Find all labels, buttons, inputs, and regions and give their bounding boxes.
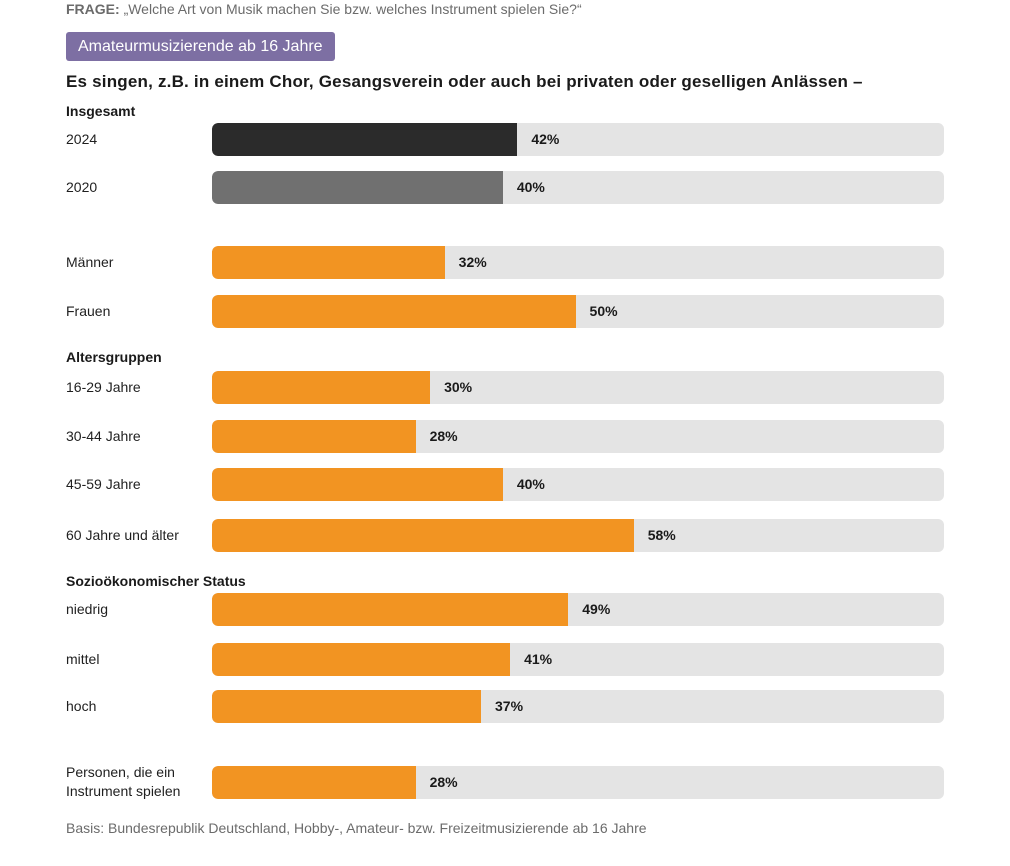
bar-fill [212,371,431,404]
category-label: 2024 [66,130,98,147]
section-heading: Sozioökonomischer Status [66,573,246,589]
category-label: Frauen [66,302,111,319]
question-label: FRAGE: [66,1,120,17]
category-label: 16-29 Jahre [66,378,141,395]
section-heading: Insgesamt [66,103,136,119]
population-badge: Amateurmusizierende ab 16 Jahre [66,32,335,61]
value-label: 41% [524,651,553,667]
bar-fill [212,420,416,453]
bar-fill [212,593,569,626]
bar-track: 37% [212,690,944,723]
value-label: 49% [582,601,611,617]
category-label: 60 Jahre und älter [66,526,179,543]
bar-track: 40% [212,468,944,501]
bar-fill [212,171,503,204]
bar-track: 42% [212,123,944,156]
value-label: 32% [458,254,487,270]
bar-fill [212,519,634,552]
bar-fill [212,690,482,723]
category-label: mittel [66,650,100,667]
basis-note: Basis: Bundesrepublik Deutschland, Hobby… [66,820,647,836]
bar-track: 40% [212,171,944,204]
value-label: 28% [429,774,458,790]
category-label: hoch [66,697,97,714]
category-label: 2020 [66,178,98,195]
value-label: 30% [444,379,473,395]
bar-track: 28% [212,766,944,799]
category-label: niedrig [66,600,109,617]
bar-fill [212,468,503,501]
category-label: Personen, die ein Instrument spielen [66,764,181,799]
bar-track: 41% [212,643,944,676]
value-label: 58% [647,527,676,543]
question-text: „Welche Art von Musik machen Sie bzw. we… [123,1,582,17]
value-label: 37% [495,698,524,714]
bar-fill [212,246,445,279]
bar-track: 49% [212,593,944,626]
bar-track: 32% [212,246,944,279]
bar-track: 28% [212,420,944,453]
value-label: 40% [516,476,545,492]
bar-track: 50% [212,295,944,328]
bar-fill [212,643,511,676]
question: FRAGE: „Welche Art von Musik machen Sie … [66,1,582,17]
bar-fill [212,295,576,328]
bar-track: 30% [212,371,944,404]
value-label: 50% [589,303,618,319]
value-label: 42% [531,131,560,147]
section-heading: Altersgruppen [66,349,162,365]
value-label: 40% [516,179,545,195]
category-label: Männer [66,253,114,270]
bar-track: 58% [212,519,944,552]
value-label: 28% [429,428,458,444]
bar-fill [212,766,416,799]
bar-fill [212,123,518,156]
category-label: 30-44 Jahre [66,427,141,444]
chart-title: Es singen, z.B. in einem Chor, Gesangsve… [66,72,863,91]
category-label: 45-59 Jahre [66,475,141,492]
